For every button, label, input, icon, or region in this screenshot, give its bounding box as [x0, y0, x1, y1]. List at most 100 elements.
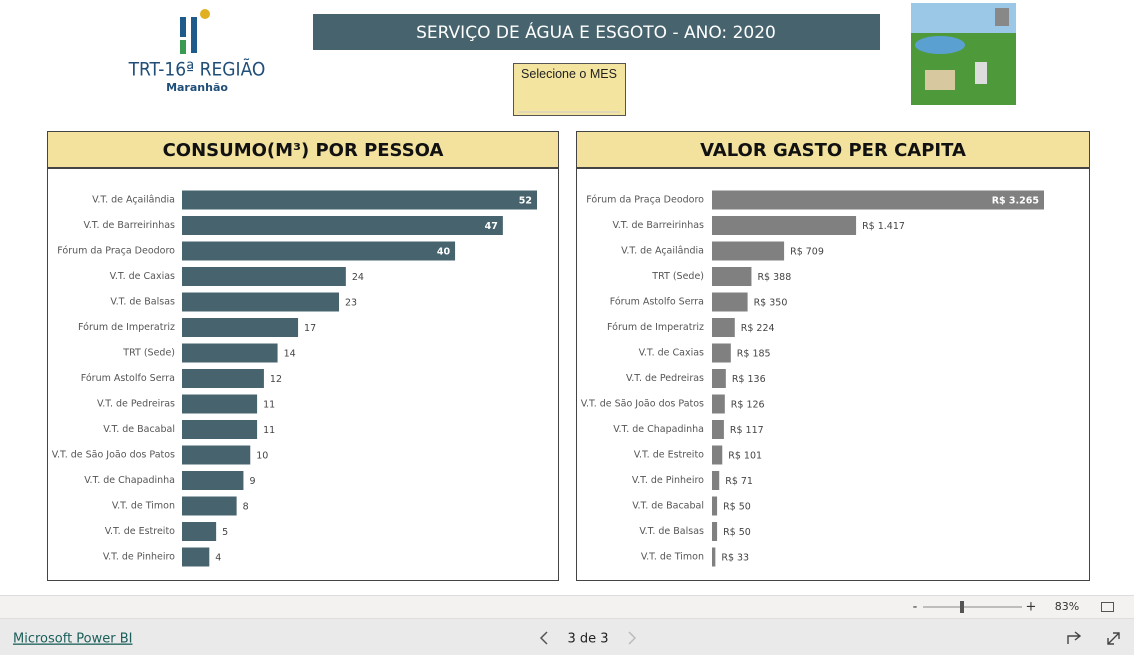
bar — [712, 267, 752, 286]
data-label: 40 — [437, 247, 451, 258]
data-label: 9 — [249, 476, 255, 487]
logo-subtitle: Maranhão — [166, 81, 228, 94]
logo-shape — [180, 17, 186, 37]
panel-title-bar — [576, 131, 1090, 168]
data-label: R$ 224 — [741, 323, 775, 334]
bar — [182, 241, 456, 261]
category-label: V.T. de São João dos Patos — [581, 399, 704, 410]
bar — [712, 547, 716, 567]
illustration-plant — [925, 70, 955, 90]
page-indicator: 3 de 3 — [567, 632, 608, 647]
data-label: R$ 101 — [728, 451, 762, 462]
data-label: R$ 1.417 — [862, 221, 905, 232]
share-icon[interactable] — [1067, 631, 1082, 644]
category-label: V.T. de Pinheiro — [103, 552, 175, 563]
category-label: V.T. de Açailândia — [621, 246, 704, 257]
category-label: V.T. de Barreirinhas — [612, 220, 704, 231]
category-label: V.T. de Chapadinha — [84, 475, 175, 486]
illustration-tank — [975, 62, 987, 84]
header-bar — [313, 14, 880, 50]
bar — [712, 343, 731, 363]
bar — [182, 292, 340, 312]
category-label: V.T. de Pedreiras — [626, 373, 704, 384]
zoom-in[interactable]: + — [1026, 600, 1037, 615]
header-title: SERVIÇO DE ÁGUA E ESGOTO - ANO: 2020 — [416, 21, 776, 43]
bar — [182, 318, 299, 337]
illustration-building — [995, 8, 1009, 26]
bar — [182, 420, 258, 439]
bar — [182, 369, 264, 388]
prev-page[interactable] — [539, 631, 548, 645]
logo-title: TRT-16ª REGIÃO — [128, 58, 266, 81]
bar — [712, 216, 857, 235]
logo-shape — [191, 17, 197, 53]
category-label: V.T. de Bacabal — [632, 501, 704, 512]
bar — [182, 445, 251, 465]
bar — [712, 420, 724, 439]
category-label: V.T. de São João dos Patos — [52, 450, 175, 461]
category-label: Fórum de Imperatriz — [78, 322, 175, 333]
bar — [182, 190, 537, 210]
data-label: R$ 350 — [754, 298, 788, 309]
category-label: V.T. de Timon — [641, 552, 704, 563]
data-label: 5 — [222, 527, 228, 538]
data-label: 11 — [263, 400, 275, 411]
data-label: R$ 136 — [732, 374, 766, 385]
data-label: 8 — [243, 502, 249, 513]
panel — [576, 168, 1090, 581]
data-label: R$ 71 — [725, 476, 753, 487]
category-label: V.T. de Caxias — [110, 271, 175, 282]
brand-link[interactable]: Microsoft Power BI — [13, 632, 132, 647]
category-label: V.T. de Estreito — [634, 450, 704, 461]
slicer-label[interactable]: Selecione o MES — [521, 67, 617, 81]
logo-shape — [180, 40, 186, 54]
category-label: V.T. de Pinheiro — [632, 475, 704, 486]
chart-title: VALOR GASTO PER CAPITA — [700, 140, 966, 161]
logo-dot — [200, 9, 210, 19]
bar — [182, 394, 258, 414]
bar — [182, 471, 244, 490]
zoom-thumb[interactable] — [960, 601, 964, 613]
category-label: V.T. de Barreirinhas — [83, 220, 175, 231]
panel — [47, 168, 559, 581]
category-label: V.T. de Caxias — [639, 348, 704, 359]
data-label: 11 — [263, 425, 275, 436]
data-label: R$ 126 — [731, 400, 765, 411]
bar — [712, 241, 785, 261]
category-label: Fórum Astolfo Serra — [81, 373, 175, 384]
bar — [712, 471, 720, 490]
category-label: V.T. de Balsas — [110, 297, 175, 308]
data-label: R$ 33 — [721, 553, 749, 564]
fit-icon[interactable] — [1101, 602, 1114, 612]
bar — [712, 190, 1044, 210]
category-label: V.T. de Chapadinha — [613, 424, 704, 435]
data-label: 17 — [304, 323, 316, 334]
data-label: R$ 185 — [737, 349, 771, 360]
bar — [182, 522, 217, 541]
data-label: 14 — [284, 349, 296, 360]
bar — [182, 216, 503, 235]
bar — [712, 522, 718, 541]
illustration-water — [915, 36, 965, 54]
data-label: 4 — [215, 553, 221, 564]
bar — [712, 292, 748, 312]
category-label: V.T. de Estreito — [105, 526, 175, 537]
data-label: R$ 117 — [730, 425, 764, 436]
data-label: R$ 50 — [723, 502, 751, 513]
category-label: Fórum da Praça Deodoro — [57, 246, 175, 257]
zoom-level: 83% — [1055, 600, 1079, 613]
data-label: 47 — [485, 221, 498, 232]
category-label: V.T. de Balsas — [639, 526, 704, 537]
bar — [182, 343, 278, 363]
slicer[interactable] — [513, 63, 626, 116]
data-label: R$ 3.265 — [992, 196, 1039, 207]
bar — [712, 369, 726, 388]
category-label: V.T. de Pedreiras — [97, 399, 175, 410]
bar — [712, 445, 723, 465]
zoom-out[interactable]: - — [913, 600, 918, 615]
data-label: 12 — [270, 374, 282, 385]
category-label: Fórum Astolfo Serra — [610, 297, 704, 308]
next-page[interactable] — [628, 631, 637, 645]
fullscreen-icon[interactable] — [1107, 632, 1120, 645]
